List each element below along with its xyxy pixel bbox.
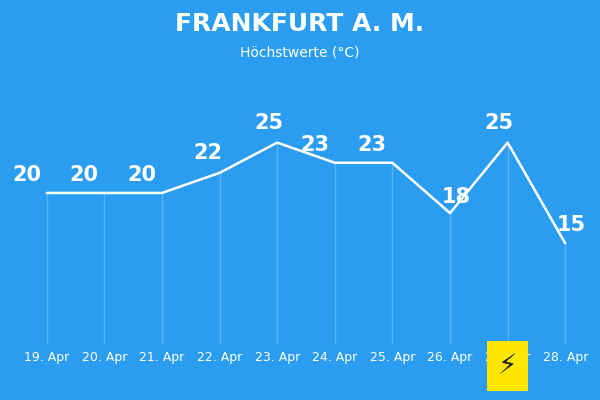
Text: 25: 25 <box>254 112 283 132</box>
Text: 20: 20 <box>12 165 41 185</box>
Text: Höchstwerte (°C): Höchstwerte (°C) <box>240 46 360 60</box>
Text: 18: 18 <box>441 187 470 207</box>
Text: 20: 20 <box>127 165 157 185</box>
Text: ⚡: ⚡ <box>498 352 517 380</box>
Text: 15: 15 <box>556 215 586 235</box>
Text: 23: 23 <box>300 135 329 155</box>
Text: 20: 20 <box>70 165 99 185</box>
Text: 22: 22 <box>194 143 223 163</box>
Text: FRANKFURT A. M.: FRANKFURT A. M. <box>175 12 425 36</box>
Text: 25: 25 <box>484 112 514 132</box>
Text: 23: 23 <box>358 135 387 155</box>
